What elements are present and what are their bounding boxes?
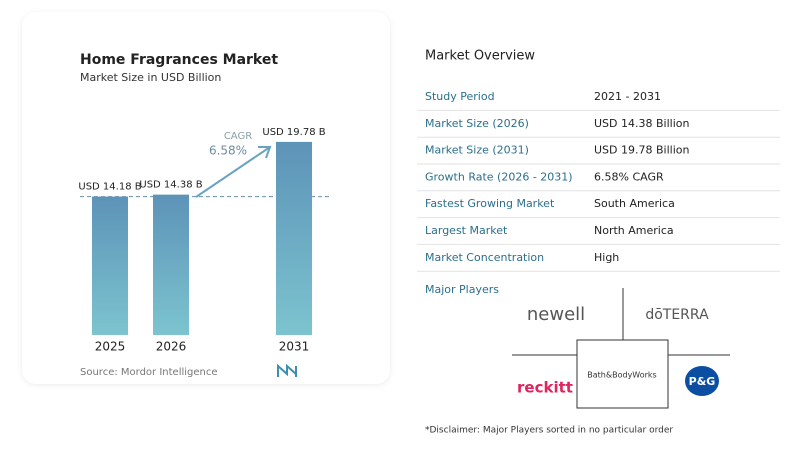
logo-pg: P&G	[689, 375, 716, 388]
value-label: USD 14.18 B	[78, 182, 141, 193]
overview-title: Market Overview	[425, 49, 535, 64]
logo-icon	[277, 363, 297, 377]
row-label: Market Size (2031)	[425, 144, 529, 157]
row-value: High	[594, 251, 619, 264]
row-label: Market Size (2026)	[425, 117, 529, 130]
x-tick-label: 2031	[279, 340, 310, 354]
chart-subtitle: Market Size in USD Billion	[80, 71, 221, 84]
row-label: Fastest Growing Market	[425, 197, 555, 210]
row-label: Study Period	[425, 90, 495, 103]
row-value: North America	[594, 224, 674, 237]
logo-doterra: dōTERRA	[645, 307, 709, 323]
logo-newell: newell	[527, 304, 585, 325]
x-tick-label: 2025	[95, 340, 126, 354]
bar	[276, 141, 312, 335]
value-label: USD 14.38 B	[139, 180, 202, 191]
value-label: USD 19.78 B	[262, 127, 325, 138]
players-title: Major Players	[425, 283, 499, 296]
row-value: 6.58% CAGR	[594, 170, 664, 183]
logo-pg-badge	[685, 366, 719, 396]
row-value: 2021 - 2031	[594, 90, 661, 103]
cagr-value: 6.58%	[209, 144, 247, 158]
row-value: USD 14.38 Billion	[594, 117, 689, 130]
x-tick-label: 2026	[156, 340, 187, 354]
disclaimer: *Disclaimer: Major Players sorted in no …	[425, 426, 673, 436]
row-value: USD 19.78 Billion	[594, 144, 689, 157]
cagr-arrow	[195, 146, 272, 198]
row-value: South America	[594, 197, 675, 210]
bar	[153, 194, 189, 335]
logo-reckitt: reckitt	[517, 379, 573, 397]
row-label: Largest Market	[425, 224, 508, 237]
cagr-label: CAGR	[224, 131, 252, 142]
logo-bbw: Bath&BodyWorks	[587, 371, 656, 380]
row-label: Market Concentration	[425, 251, 544, 264]
bar	[92, 196, 128, 335]
row-label: Growth Rate (2026 - 2031)	[425, 170, 573, 183]
source: Source: Mordor Intelligence	[80, 367, 218, 378]
chart-title: Home Fragrances Market	[80, 52, 278, 68]
players-grid	[512, 288, 730, 409]
